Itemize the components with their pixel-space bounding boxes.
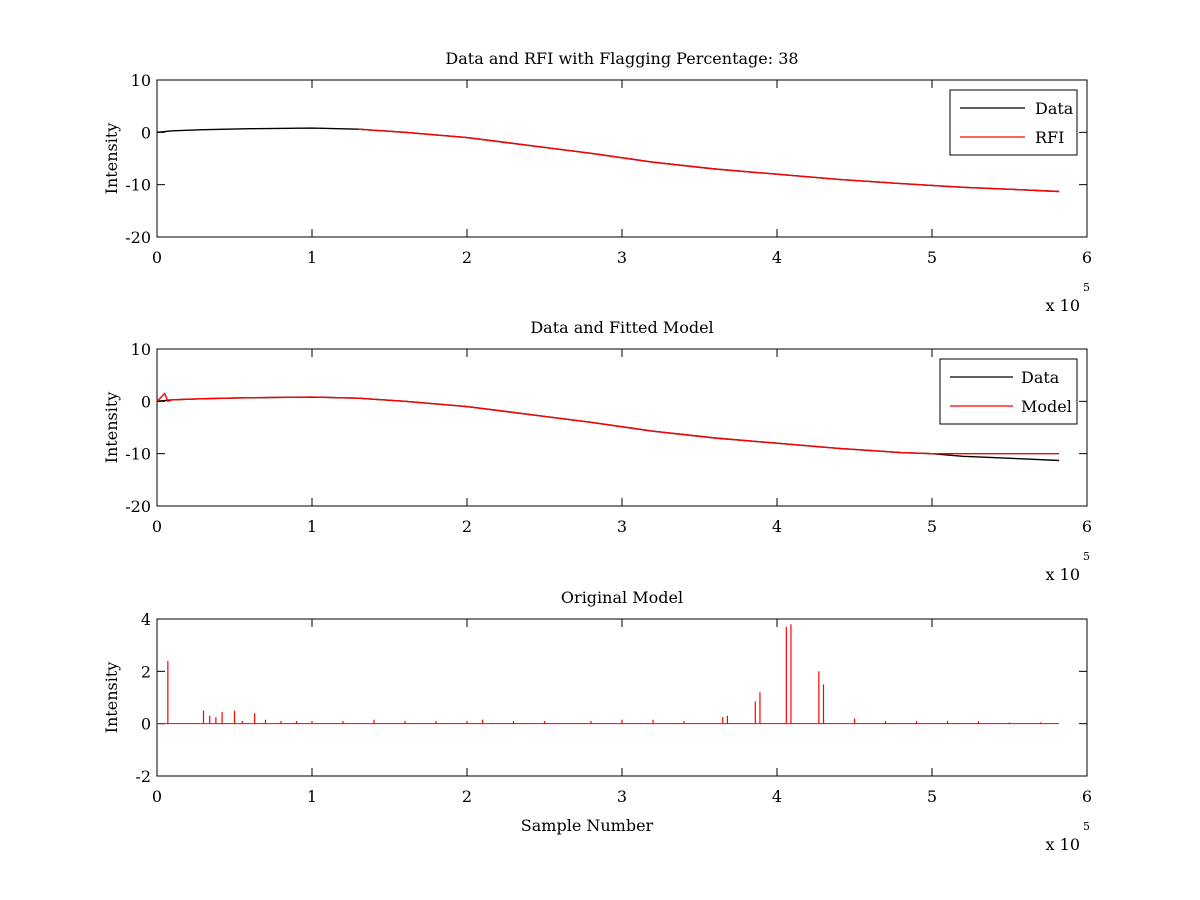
- y-tick-label: -20: [125, 228, 151, 247]
- subplot-1: 0 1 2 3 4 5 6 10 0 -10 -20 Data and RFI with Flaggi…: [102, 49, 1092, 315]
- legend-label: Model: [1021, 397, 1072, 416]
- y-tick-label: -10: [125, 445, 151, 464]
- x-tick-label: 1: [307, 248, 317, 267]
- x-tick-label: 2: [462, 248, 472, 267]
- y-tick-label: -10: [125, 176, 151, 195]
- legend-label: RFI: [1035, 128, 1064, 147]
- x-multiplier-exponent: 5: [1083, 550, 1090, 563]
- legend: Data Model: [939, 358, 1078, 425]
- y-tick-label: 0: [141, 715, 151, 734]
- x-tick-label: 2: [462, 517, 472, 536]
- x-tick-label: 4: [772, 248, 782, 267]
- x-tick-label: 5: [927, 517, 937, 536]
- axes-frame: [156, 618, 1088, 777]
- x-tick-label: 5: [927, 787, 937, 806]
- x-multiplier-base: x 10: [1046, 296, 1080, 315]
- x-tick-label: 4: [772, 787, 782, 806]
- x-multiplier-base: x 10: [1046, 835, 1080, 854]
- subplot-2: 0 1 2 3 4 5 6 10 0 -10 -20 Data and Fitted Model Int…: [102, 318, 1092, 584]
- x-multiplier-exponent: 5: [1083, 820, 1090, 833]
- x-tick-label: 3: [617, 248, 627, 267]
- legend-box: [939, 358, 1078, 425]
- series-line-rfi: [358, 128, 1060, 193]
- x-tick-label: 6: [1082, 787, 1092, 806]
- x-tick-label: 6: [1082, 517, 1092, 536]
- x-tick-label: 6: [1082, 248, 1092, 267]
- x-tick-label: 2: [462, 787, 472, 806]
- legend-label: Data: [1021, 368, 1060, 387]
- chart-title: Original Model: [561, 588, 683, 607]
- x-tick-label: 0: [152, 248, 162, 267]
- legend-box: [949, 89, 1078, 156]
- y-tick-label: 2: [141, 662, 151, 681]
- chart-title: Data and Fitted Model: [530, 318, 713, 337]
- chart-title: Data and RFI with Flagging Percentage: 3…: [445, 49, 798, 68]
- x-tick-label: 3: [617, 517, 627, 536]
- y-tick-label: -20: [125, 497, 151, 516]
- y-axis-label: Intensity: [102, 392, 121, 464]
- axes-frame: [156, 348, 1088, 507]
- y-axis-label: Intensity: [102, 662, 121, 734]
- x-tick-label: 5: [927, 248, 937, 267]
- x-multiplier-base: x 10: [1046, 565, 1080, 584]
- x-tick-label: 3: [617, 787, 627, 806]
- y-tick-label: 10: [131, 340, 151, 359]
- legend-label: Data: [1035, 99, 1074, 118]
- y-tick-label: 0: [141, 123, 151, 142]
- x-tick-label: 0: [152, 517, 162, 536]
- y-tick-label: -2: [135, 767, 151, 786]
- x-multiplier-exponent: 5: [1083, 281, 1090, 294]
- y-tick-label: 4: [141, 610, 151, 629]
- series-line-model: [156, 392, 1060, 455]
- x-tick-label: 1: [307, 517, 317, 536]
- legend: Data RFI: [949, 89, 1078, 156]
- x-axis-label: Sample Number: [521, 816, 654, 835]
- x-tick-label: 4: [772, 517, 782, 536]
- x-tick-label: 0: [152, 787, 162, 806]
- y-tick-label: 10: [131, 71, 151, 90]
- x-tick-label: 1: [307, 787, 317, 806]
- axes-frame: [156, 79, 1088, 238]
- y-tick-label: 0: [141, 392, 151, 411]
- y-axis-label: Intensity: [102, 123, 121, 195]
